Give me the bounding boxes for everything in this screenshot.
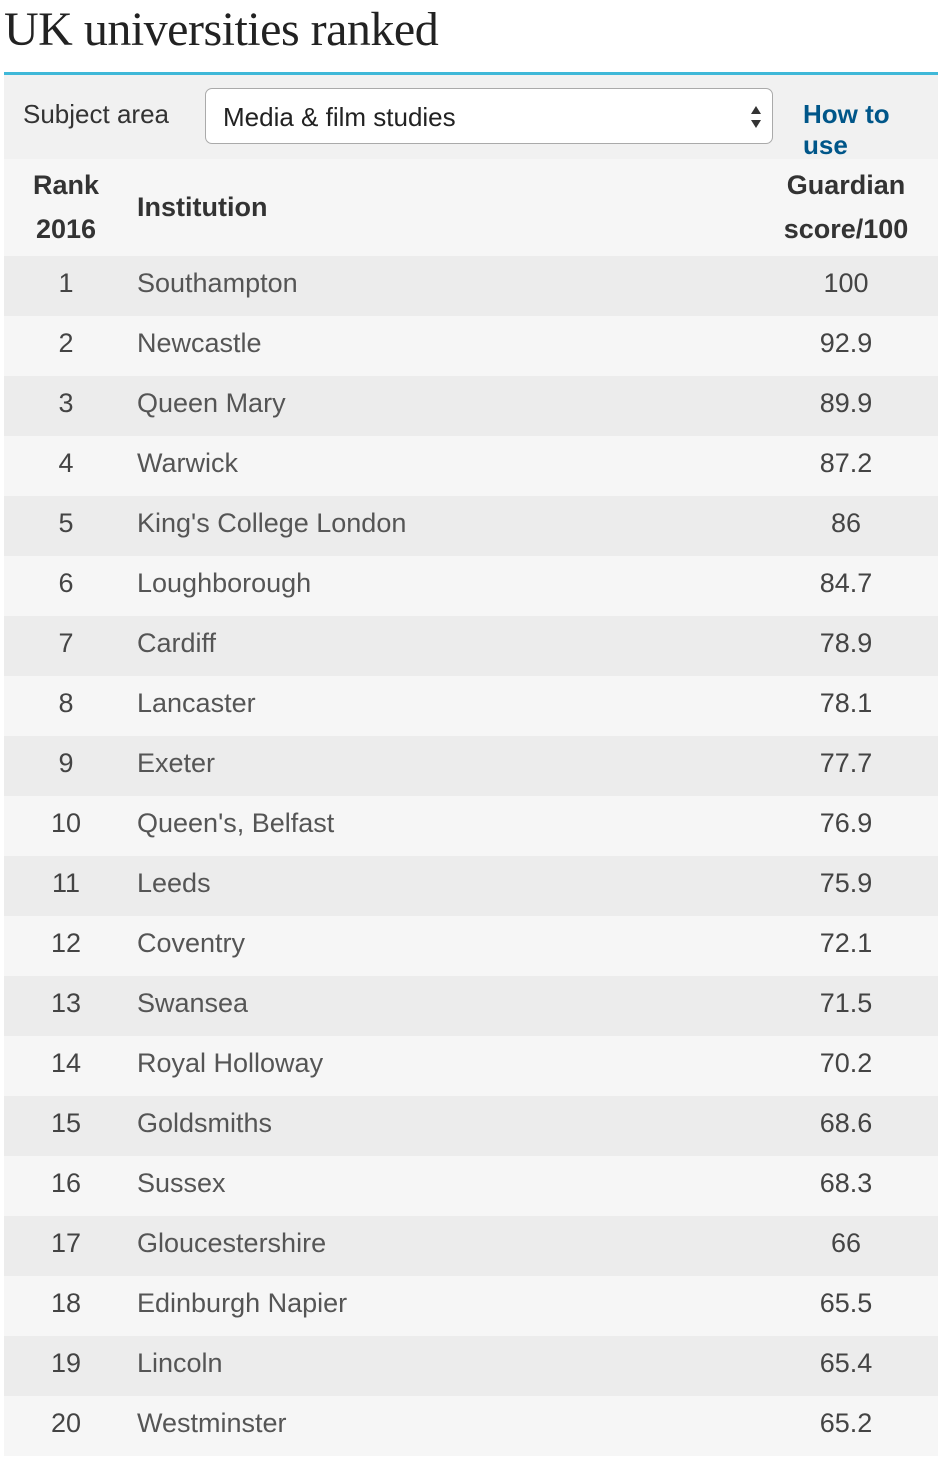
table-row: 20 Westminster 65.2: [4, 1396, 938, 1456]
table-row: 18 Edinburgh Napier 65.5: [4, 1276, 938, 1336]
institution-cell: Gloucestershire: [137, 1228, 327, 1258]
institution-cell: Queen Mary: [137, 388, 286, 418]
score-cell: 75.9: [819, 868, 873, 898]
subject-select[interactable]: Media & film studies: [205, 88, 773, 144]
rank-cell: 15: [50, 1108, 82, 1138]
table-row: 17 Gloucestershire 66: [4, 1216, 938, 1276]
institution-cell: Westminster: [137, 1408, 287, 1438]
institution-cell: Royal Holloway: [137, 1048, 324, 1078]
table-body: 1 Southampton 100 2 Newcastle 92.9 3 Queen Mary…: [4, 256, 938, 1456]
institution-cell: Cardiff: [137, 628, 217, 658]
score-cell: 84.7: [819, 568, 873, 598]
table-row: 2 Newcastle 92.9: [4, 316, 938, 376]
score-cell: 100: [823, 268, 869, 298]
score-cell: 68.6: [819, 1108, 873, 1138]
table-row: 14 Royal Holloway 70.2: [4, 1036, 938, 1096]
table-row: 3 Queen Mary 89.9: [4, 376, 938, 436]
institution-cell: Warwick: [137, 448, 238, 478]
select-value: Media & film studies: [223, 102, 456, 132]
accent-rule: [4, 72, 938, 75]
institution-cell: Coventry: [137, 928, 246, 958]
institution-cell: Edinburgh Napier: [137, 1288, 348, 1318]
rank-cell: 8: [58, 688, 74, 718]
table-row: 13 Swansea 71.5: [4, 976, 938, 1036]
rank-cell: 20: [50, 1408, 82, 1438]
score-cell: 65.5: [819, 1288, 873, 1318]
score-cell: 70.2: [819, 1048, 873, 1078]
table-row: 8 Lancaster 78.1: [4, 676, 938, 736]
table-row: 9 Exeter 77.7: [4, 736, 938, 796]
filter-label: Subject area: [23, 99, 169, 129]
rank-cell: 18: [50, 1288, 82, 1318]
score-cell: 76.9: [819, 808, 873, 838]
filter-bar: Subject area Media & film studies How to…: [4, 75, 938, 160]
table-row: 1 Southampton 100: [4, 256, 938, 316]
institution-cell: Sussex: [137, 1168, 226, 1198]
institution-cell: Leeds: [137, 868, 211, 898]
score-cell: 66: [830, 1228, 862, 1258]
table-row: 6 Loughborough 84.7: [4, 556, 938, 616]
rank-cell: 19: [50, 1348, 82, 1378]
table-row: 19 Lincoln 65.4: [4, 1336, 938, 1396]
score-cell: 68.3: [819, 1168, 873, 1198]
column-header: Guardian score/100: [783, 170, 909, 244]
how-to-use-link[interactable]: How to use: [803, 99, 890, 160]
select-arrows: [751, 106, 761, 128]
rank-cell: 12: [50, 928, 82, 958]
score-cell: 65.4: [819, 1348, 873, 1378]
table-row: 12 Coventry 72.1: [4, 916, 938, 976]
institution-cell: Queen's, Belfast: [137, 808, 335, 838]
rank-cell: 4: [58, 448, 74, 478]
rank-cell: 17: [50, 1228, 82, 1258]
score-cell: 89.9: [819, 388, 873, 418]
rank-cell: 14: [50, 1048, 82, 1078]
rank-cell: 10: [50, 808, 82, 838]
page-title: UK universities ranked: [4, 3, 439, 56]
institution-cell: Goldsmiths: [137, 1108, 273, 1138]
table-row: 7 Cardiff 78.9: [4, 616, 938, 676]
rank-cell: 1: [58, 268, 74, 298]
table-row: 15 Goldsmiths 68.6: [4, 1096, 938, 1156]
table-row: 5 King's College London 86: [4, 496, 938, 556]
score-cell: 92.9: [819, 328, 873, 358]
rank-cell: 9: [58, 748, 74, 778]
score-cell: 65.2: [819, 1408, 873, 1438]
score-cell: 78.9: [819, 628, 873, 658]
institution-cell: Lancaster: [137, 688, 256, 718]
table-row: 16 Sussex 68.3: [4, 1156, 938, 1216]
table-row: 11 Leeds 75.9: [4, 856, 938, 916]
rank-cell: 7: [58, 628, 74, 658]
rank-cell: 2: [58, 328, 74, 358]
table-row: 4 Warwick 87.2: [4, 436, 938, 496]
score-cell: 77.7: [819, 748, 873, 778]
institution-cell: King's College London: [137, 508, 407, 538]
score-cell: 71.5: [819, 988, 873, 1018]
institution-cell: Exeter: [137, 748, 216, 778]
score-cell: 78.1: [819, 688, 873, 718]
rank-cell: 5: [58, 508, 74, 538]
ranking-table: Rank 2016 Institution Guardian score/100…: [4, 159, 938, 1456]
column-header: Rank 2016: [32, 170, 100, 244]
rank-cell: 13: [50, 988, 82, 1018]
score-cell: 87.2: [819, 448, 873, 478]
header-row: Rank 2016 Institution Guardian score/100: [4, 159, 938, 256]
institution-cell: Loughborough: [137, 568, 312, 598]
institution-cell: Newcastle: [137, 328, 262, 358]
rank-cell: 3: [58, 388, 74, 418]
column-header: Institution: [137, 192, 268, 222]
rank-cell: 6: [58, 568, 74, 598]
institution-cell: Southampton: [137, 268, 298, 298]
institution-cell: Lincoln: [137, 1348, 223, 1378]
score-cell: 86: [830, 508, 862, 538]
rank-cell: 16: [50, 1168, 82, 1198]
institution-cell: Swansea: [137, 988, 249, 1018]
score-cell: 72.1: [819, 928, 873, 958]
table-row: 10 Queen's, Belfast 76.9: [4, 796, 938, 856]
rank-cell: 11: [51, 868, 81, 898]
